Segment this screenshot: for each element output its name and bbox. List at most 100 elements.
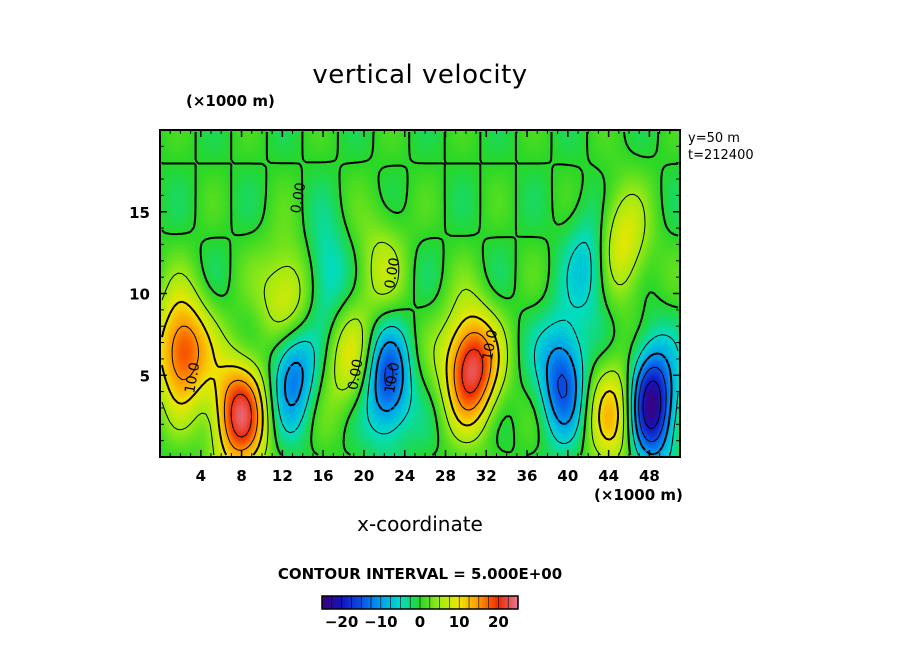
- colorbar-swatch: [371, 596, 375, 609]
- colorbar-swatch: [455, 596, 460, 609]
- colorbar-swatch: [403, 596, 408, 609]
- colorbar-swatch: [406, 596, 411, 609]
- colorbar-swatch: [452, 596, 457, 609]
- x-tick-label: 36: [517, 467, 538, 485]
- colorbar-swatch: [462, 596, 467, 609]
- contour-level-0: [161, 131, 679, 456]
- contour-label: 10.0: [480, 328, 501, 361]
- colorbar-swatch: [478, 596, 483, 609]
- colorbar-swatch: [472, 596, 477, 609]
- x-tick-label: 12: [272, 467, 293, 485]
- colorbar-swatch: [436, 596, 441, 609]
- colorbar-swatch: [488, 596, 493, 609]
- colorbar-swatch: [374, 596, 379, 609]
- colorbar-swatch: [433, 596, 437, 609]
- chart-title: vertical velocity: [312, 60, 528, 90]
- colorbar-tick-label: 10: [449, 613, 470, 631]
- colorbar-swatch: [377, 596, 382, 609]
- colorbar-swatch: [449, 596, 454, 609]
- colorbar-swatch: [322, 596, 326, 609]
- colorbar-swatch: [426, 596, 431, 609]
- contour-label: 0.00: [382, 256, 403, 289]
- x-tick-label: 44: [598, 467, 619, 485]
- contour-interval-label: CONTOUR INTERVAL = 5.000E+00: [277, 565, 563, 583]
- contour-level-neg5: [276, 242, 679, 456]
- colorbar-swatch: [387, 596, 392, 609]
- velocity-field: [160, 130, 680, 457]
- colorbar-swatch: [485, 596, 490, 609]
- colorbar-swatch: [423, 596, 428, 609]
- contour-label: 10.0: [382, 361, 403, 394]
- contour-level-neg10: [284, 340, 673, 456]
- colorbar-swatch: [400, 596, 405, 609]
- contour-level-10: [161, 300, 619, 456]
- x-tick-label: 28: [435, 467, 456, 485]
- colorbar-swatch: [439, 596, 444, 609]
- contour-level-5: [161, 193, 646, 456]
- colorbar-swatch: [508, 596, 513, 609]
- colorbar-swatch: [420, 596, 424, 609]
- colorbar-swatch: [465, 596, 470, 609]
- contour-lines: [161, 131, 679, 456]
- colorbar-swatch: [344, 596, 349, 609]
- colorbar: −20 −10 0 10 20: [321, 595, 519, 631]
- y-tick-label: 15: [129, 204, 150, 222]
- x-tick-label: 40: [557, 467, 578, 485]
- contour-level-neg15: [384, 363, 667, 443]
- colorbar-swatch: [341, 596, 346, 609]
- x-tick-label: 4: [196, 467, 206, 485]
- colorbar-swatch: [331, 596, 336, 609]
- colorbar-swatch: [429, 596, 434, 609]
- colorbar-tick-label: −20: [325, 613, 358, 631]
- x-axis-label: x-coordinate: [357, 512, 483, 536]
- contour-level-neg20: [642, 380, 662, 430]
- contour-labels: 10.0 0.00 0.00 0.00 10.0 10.0: [182, 181, 501, 394]
- x-tick-label: 16: [313, 467, 334, 485]
- x-tick-label: 48: [639, 467, 660, 485]
- colorbar-swatch: [338, 596, 343, 609]
- colorbar-swatch: [397, 596, 401, 609]
- info-time: t=212400: [688, 148, 754, 163]
- contour-level-20: [230, 348, 484, 438]
- contour-label: 0.00: [345, 358, 366, 391]
- colorbar-swatch: [351, 596, 356, 609]
- colorbar-swatch: [491, 596, 496, 609]
- colorbar-swatch: [335, 596, 339, 609]
- colorbar-swatch: [361, 596, 366, 609]
- colorbar-swatch: [501, 596, 506, 609]
- x-tick-label: 20: [353, 467, 374, 485]
- colorbar-swatch: [328, 596, 333, 609]
- colorbar-swatch: [354, 596, 359, 609]
- y-axis-unit: (×1000 m): [186, 92, 275, 110]
- x-tick-label: 32: [476, 467, 497, 485]
- info-y-position: y=50 m: [688, 131, 740, 146]
- colorbar-swatch: [357, 596, 362, 609]
- colorbar-swatch: [475, 596, 480, 609]
- colorbar-swatch: [514, 596, 519, 609]
- colorbar-swatch: [410, 596, 415, 609]
- contour-label: 10.0: [182, 361, 203, 394]
- contour-level-15: [171, 325, 492, 451]
- colorbar-tick-label: 0: [415, 613, 425, 631]
- contour-label: 0.00: [288, 181, 309, 214]
- x-axis-unit: (×1000 m): [594, 486, 683, 504]
- colorbar-tick-label: −10: [364, 613, 397, 631]
- colorbar-swatch: [469, 596, 473, 609]
- colorbar-swatch: [504, 596, 509, 609]
- colorbar-swatch: [446, 596, 450, 609]
- colorbar-swatch: [459, 596, 464, 609]
- colorbar-swatch: [325, 596, 330, 609]
- colorbar-swatch: [498, 596, 503, 609]
- colorbar-swatch: [413, 596, 418, 609]
- colorbar-swatch: [384, 596, 388, 609]
- colorbar-swatch: [380, 596, 385, 609]
- x-tick-label: 8: [236, 467, 246, 485]
- colorbar-swatch: [348, 596, 352, 609]
- y-tick-label: 10: [129, 286, 150, 304]
- colorbar-swatch: [482, 596, 486, 609]
- colorbar-swatch: [364, 596, 369, 609]
- x-tick-label: 24: [394, 467, 415, 485]
- colorbar-swatch: [495, 596, 499, 609]
